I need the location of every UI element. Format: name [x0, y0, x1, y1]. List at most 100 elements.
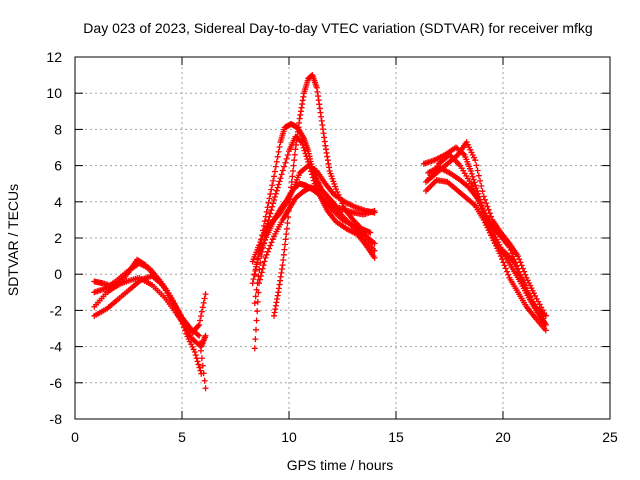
data-point [290, 162, 297, 169]
data-point [503, 268, 510, 275]
data-point [268, 207, 275, 214]
data-point [202, 385, 209, 392]
data-point [275, 148, 282, 155]
data-point [252, 326, 259, 333]
data-point [281, 246, 288, 253]
data-point [199, 304, 206, 311]
data-point [279, 167, 286, 174]
data-point [285, 208, 292, 215]
data-point [194, 358, 201, 365]
data-point [260, 227, 267, 234]
data-point [526, 293, 533, 300]
data-point [474, 167, 481, 174]
data-point [477, 177, 484, 184]
y-tick-label: -8 [50, 411, 63, 427]
data-point [467, 168, 474, 175]
data-point [268, 239, 275, 246]
data-point [521, 282, 528, 289]
y-tick-label: -2 [50, 302, 63, 318]
grid-lines [75, 57, 610, 419]
data-point [520, 279, 527, 286]
y-tick-label: 2 [54, 230, 62, 246]
data-point [282, 241, 289, 248]
data-point [470, 176, 477, 183]
data-point [255, 289, 262, 296]
data-point [275, 181, 282, 188]
data-point [335, 191, 342, 198]
data-point [297, 138, 304, 145]
data-point [196, 321, 203, 328]
data-point [482, 216, 489, 223]
data-point [262, 213, 269, 220]
data-point [259, 232, 266, 239]
data-point [481, 213, 488, 220]
x-tick-label: 0 [71, 429, 79, 445]
x-tick-label: 5 [178, 429, 186, 445]
data-point [287, 190, 294, 197]
data-point [518, 262, 525, 269]
data-point [289, 173, 296, 180]
data-point [476, 198, 483, 205]
data-point [265, 217, 272, 224]
data-point [197, 317, 204, 324]
data-point [260, 222, 267, 229]
data-point [333, 186, 340, 193]
y-axis-label: SDTVAR / TECUs [5, 184, 21, 296]
data-point [254, 256, 261, 263]
data-point [517, 259, 524, 266]
data-point [542, 327, 549, 334]
data-point [272, 163, 279, 170]
data-point [269, 182, 276, 189]
series-segment-1d [91, 260, 209, 392]
y-tick-label: 12 [46, 49, 62, 65]
data-point [505, 271, 512, 278]
data-point [202, 291, 209, 298]
chart-title: Day 023 of 2023, Sidereal Day-to-day VTE… [83, 20, 592, 36]
data-point [291, 157, 298, 164]
data-point [284, 220, 291, 227]
data-point [259, 265, 266, 272]
data-point [195, 322, 202, 329]
data-point [267, 191, 274, 198]
data-point [266, 245, 273, 252]
data-point [522, 271, 529, 278]
data-point [263, 208, 270, 215]
data-point [288, 178, 295, 185]
data-point [285, 214, 292, 221]
data-point [276, 143, 283, 150]
y-tick-label: 8 [54, 121, 62, 137]
data-point [267, 242, 274, 249]
data-point [480, 193, 487, 200]
data-point [198, 355, 205, 362]
series-segment-2f [271, 72, 374, 319]
data-point [469, 173, 476, 180]
data-point [277, 175, 284, 182]
data-point [334, 188, 341, 195]
data-point [256, 280, 263, 287]
data-point [289, 168, 296, 175]
data-point [256, 276, 263, 283]
data-point [280, 256, 287, 263]
data-point [271, 196, 278, 203]
data-point [478, 206, 485, 213]
data-point [522, 285, 529, 292]
data-point [200, 299, 207, 306]
data-point [193, 355, 200, 362]
data-point [273, 187, 280, 194]
data-point [472, 157, 479, 164]
data-point [271, 193, 278, 200]
data-point [468, 170, 475, 177]
data-point [262, 254, 269, 261]
data-point [271, 168, 278, 175]
data-point [473, 162, 480, 169]
y-tick-label: 4 [54, 194, 62, 210]
data-point [283, 155, 290, 162]
data-point [282, 159, 289, 166]
data-point [252, 293, 259, 300]
data-point [371, 207, 378, 214]
data-point [264, 248, 271, 255]
data-point [258, 269, 265, 276]
data-point [542, 321, 549, 328]
series-segment-3d [425, 164, 549, 328]
